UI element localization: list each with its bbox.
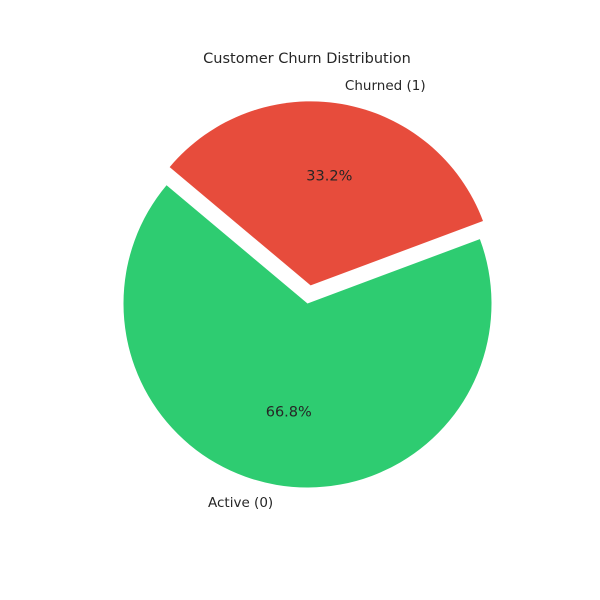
percent-label-2: 33.2% [306, 169, 352, 185]
pie-labels: Active (0) 66.8% Churned (1) 33.2% [208, 78, 426, 511]
pie-slice-2 [169, 101, 483, 286]
pie-slices [123, 101, 492, 488]
pie-slice-1 [123, 185, 492, 488]
chart-title: Customer Churn Distribution [203, 51, 411, 67]
slice-label-2: Churned (1) [345, 78, 426, 94]
slice-label-1: Active (0) [208, 495, 273, 511]
percent-label-1: 66.8% [266, 404, 312, 420]
